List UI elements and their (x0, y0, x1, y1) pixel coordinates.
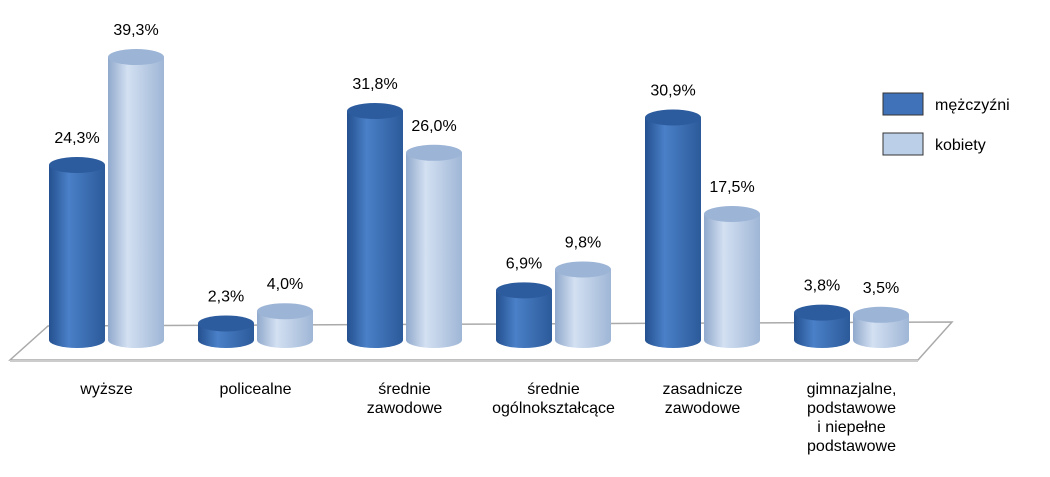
cylinder (496, 282, 552, 348)
cylinder (406, 144, 462, 348)
cylinder (347, 103, 403, 348)
cylinder-top (257, 303, 313, 320)
data-label: 6,9% (506, 255, 542, 272)
x-tick-label: wyższe (80, 381, 133, 398)
cylinder (198, 315, 254, 348)
cylinder-body (496, 290, 552, 348)
cylinder-top (347, 103, 403, 120)
cylinder-top (794, 304, 850, 321)
data-label: 24,3% (54, 130, 99, 147)
legend-swatch (882, 132, 924, 156)
cylinder-top (108, 49, 164, 66)
cylinder-body (555, 269, 611, 348)
cylinder (645, 109, 701, 349)
x-tick-label: średnie zawodowe (366, 381, 443, 417)
data-label: 3,8% (804, 278, 840, 295)
cylinder-top (406, 144, 462, 161)
cylinder (555, 261, 611, 348)
legend-swatch (882, 92, 924, 116)
cylinder-body (645, 117, 701, 349)
cylinder-body (347, 111, 403, 348)
x-tick-label: zasadnicze zawodowe (662, 381, 743, 417)
cylinder-top (704, 206, 760, 222)
floor-edge (10, 360, 918, 362)
cylinder-body (853, 314, 909, 348)
cylinder (704, 206, 760, 348)
cylinder (257, 303, 313, 348)
legend-label: kobiety (935, 137, 986, 154)
cylinder-body (406, 152, 462, 348)
cylinder-body (704, 214, 760, 348)
data-label: 2,3% (208, 288, 244, 305)
cylinder (794, 304, 850, 348)
cylinder-top (645, 109, 701, 126)
data-label: 39,3% (113, 22, 158, 39)
cylinder-top (853, 306, 909, 323)
x-tick-label: gimnazjalne, podstawowe i niepełne podst… (806, 381, 897, 455)
x-tick-label: policealne (219, 381, 292, 398)
legend-label: mężczyźni (935, 97, 1010, 114)
cylinder (853, 306, 909, 348)
cylinder-top (555, 261, 611, 278)
data-label: 9,8% (565, 234, 601, 251)
data-label: 31,8% (352, 76, 397, 93)
cylinder-body (794, 312, 850, 348)
x-tick-label: średnie ogólnokształcące (492, 381, 615, 417)
cylinder-top (49, 157, 105, 174)
cylinder-top (198, 315, 254, 332)
data-label: 30,9% (650, 83, 695, 100)
cylinder (49, 157, 105, 348)
cylinder-body (49, 165, 105, 348)
cylinder (108, 49, 164, 348)
cylinder-body (108, 57, 164, 348)
cylinder-body (257, 311, 313, 348)
data-label: 26,0% (411, 118, 456, 135)
cylinder-top (496, 282, 552, 299)
data-label: 17,5% (709, 179, 754, 196)
data-label: 4,0% (267, 276, 303, 293)
data-label: 3,5% (863, 280, 899, 297)
